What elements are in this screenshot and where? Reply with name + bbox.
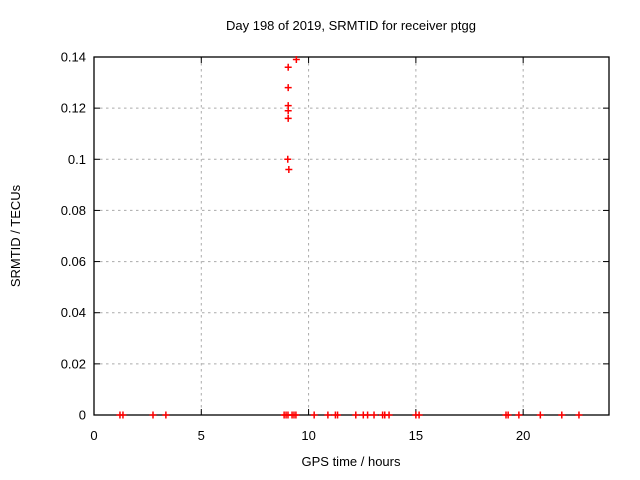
data-point-marker <box>119 411 127 419</box>
data-point-marker <box>292 411 300 419</box>
x-tick-label: 15 <box>409 428 423 443</box>
plot-border <box>93 56 610 416</box>
data-point-marker <box>149 411 157 419</box>
data-point-marker <box>284 84 292 92</box>
data-point-marker <box>575 411 583 419</box>
axis-labels: 0 5 10 15 20 0 0.02 0.04 0.06 0.08 0.1 0.12 0.14 <box>61 50 531 444</box>
data-point-marker <box>385 411 393 419</box>
data-point-marker <box>292 56 300 64</box>
x-tick-label: 20 <box>516 428 530 443</box>
data-points <box>116 56 583 419</box>
y-tick-label: 0.04 <box>61 305 86 320</box>
data-point-marker <box>284 114 292 122</box>
x-axis-label: GPS time / hours <box>302 454 401 469</box>
data-point-marker <box>558 411 566 419</box>
axis-ticks <box>93 56 609 416</box>
grid-lines <box>94 57 609 415</box>
y-tick-label: 0.12 <box>61 101 86 116</box>
y-axis-label: SRMTID / TECUs <box>8 184 23 287</box>
data-point-marker <box>334 411 342 419</box>
data-point-marker <box>284 63 292 71</box>
data-point-marker <box>364 411 372 419</box>
y-tick-label: 0 <box>79 408 86 423</box>
data-point-marker <box>504 411 512 419</box>
data-point-marker <box>415 411 423 419</box>
chart-title: Day 198 of 2019, SRMTID for receiver ptg… <box>226 18 476 33</box>
data-point-marker <box>352 411 360 419</box>
y-tick-label: 0.06 <box>61 254 86 269</box>
data-point-marker <box>515 411 523 419</box>
data-point-marker <box>284 155 292 163</box>
y-tick-label: 0.08 <box>61 203 86 218</box>
data-point-marker <box>324 411 332 419</box>
x-tick-label: 0 <box>90 428 97 443</box>
y-tick-label: 0.02 <box>61 356 86 371</box>
data-point-marker <box>285 166 293 174</box>
x-tick-label: 5 <box>198 428 205 443</box>
data-point-marker <box>370 411 378 419</box>
x-tick-label: 10 <box>301 428 315 443</box>
data-point-marker <box>310 411 318 419</box>
data-point-marker <box>536 411 544 419</box>
data-point-marker <box>284 107 292 115</box>
y-tick-label: 0.1 <box>68 152 86 167</box>
data-point-marker <box>162 411 170 419</box>
y-tick-label: 0.14 <box>61 50 86 65</box>
